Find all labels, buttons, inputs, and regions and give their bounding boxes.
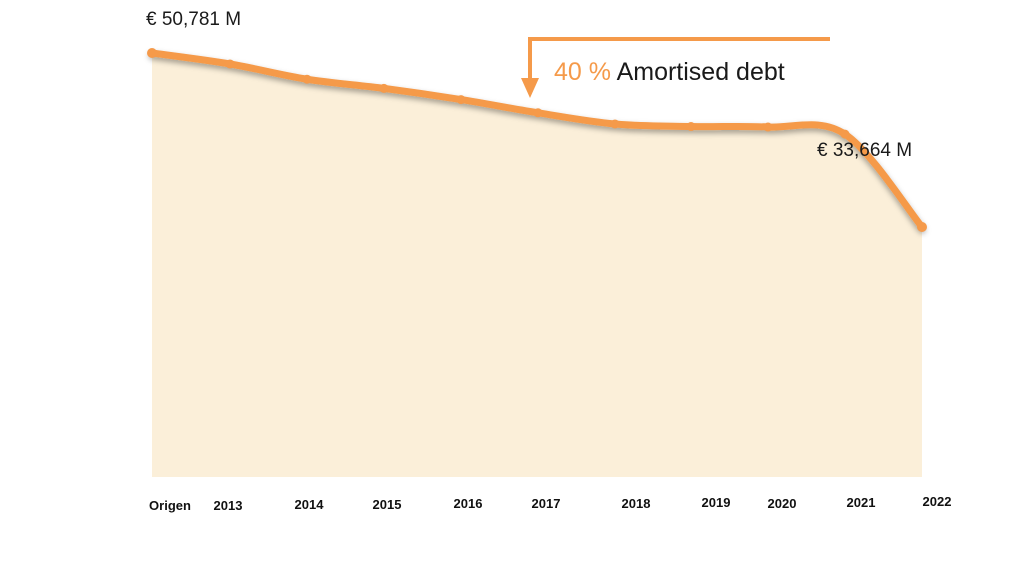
data-point-2014 [302, 74, 312, 84]
amortised-annotation: 40 % Amortised debt [554, 55, 814, 89]
data-point-2021 [840, 129, 850, 139]
data-point-2019 [686, 122, 696, 132]
x-tick-2016: 2016 [454, 496, 483, 511]
amortised-arrow [521, 37, 830, 98]
data-point-2016 [456, 95, 466, 105]
arrow-down-icon [521, 78, 539, 98]
data-point-2022 [917, 222, 927, 232]
data-point-2018 [610, 119, 620, 129]
data-point-2013 [225, 59, 235, 69]
end-value-label: € 33,664 M [817, 140, 913, 161]
data-point-origen [147, 48, 157, 58]
x-tick-2019: 2019 [702, 495, 731, 510]
x-tick-origen: Origen [149, 498, 191, 513]
x-tick-2018: 2018 [622, 496, 651, 511]
amortised-text: Amortised debt [616, 58, 785, 86]
x-tick-2020: 2020 [768, 496, 797, 511]
x-tick-2015: 2015 [373, 497, 402, 512]
debt-area-fill [152, 53, 922, 477]
x-tick-2022: 2022 [923, 494, 952, 509]
amortised-percent: 40 % [554, 58, 611, 86]
debt-series-line [148, 49, 926, 231]
data-point-2017 [533, 108, 543, 118]
data-point-2020 [763, 122, 773, 132]
x-tick-2014: 2014 [295, 497, 325, 512]
x-tick-2017: 2017 [532, 496, 561, 511]
x-tick-2021: 2021 [847, 495, 876, 510]
x-tick-2013: 2013 [214, 498, 243, 513]
start-value-label: € 50,781 M [146, 9, 242, 30]
data-point-2015 [379, 83, 389, 93]
